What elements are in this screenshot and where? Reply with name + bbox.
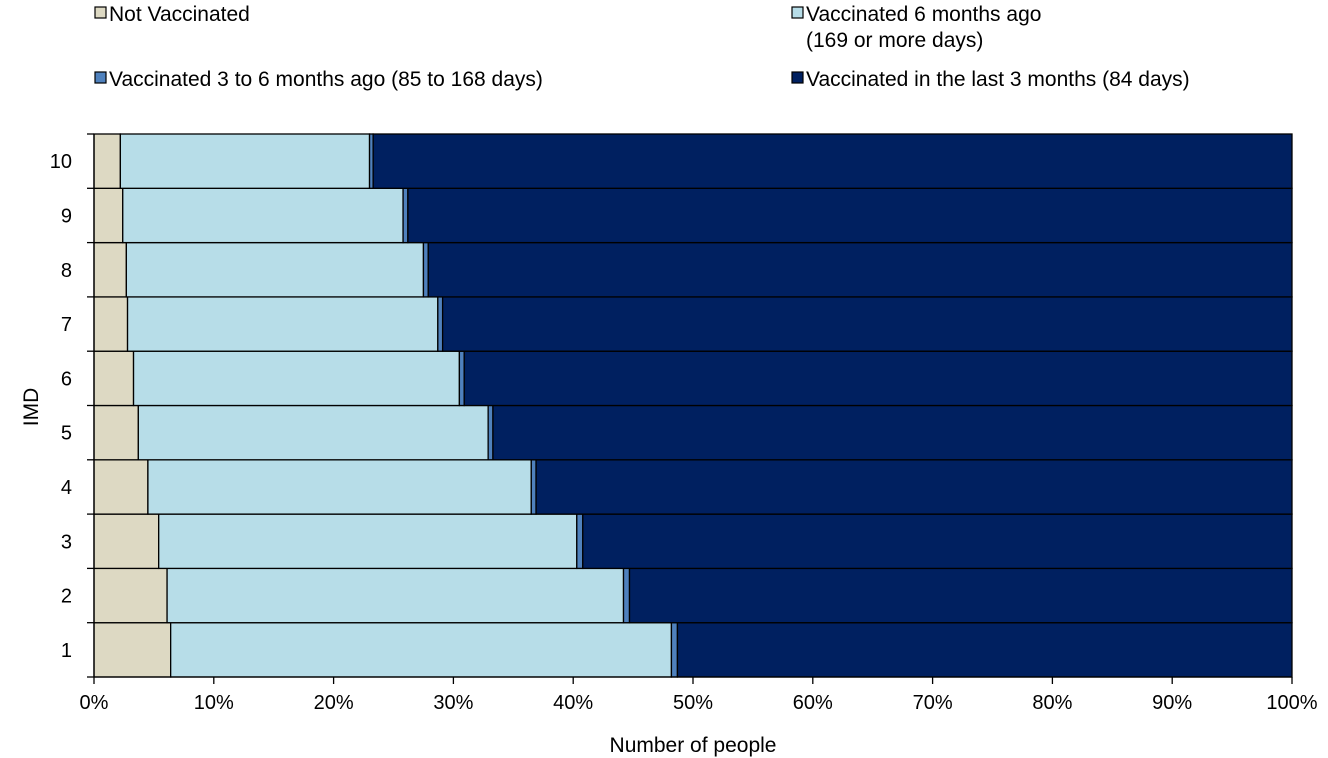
bar-segment-imd-8-series-1 <box>93 241 127 298</box>
legend-item-1: Not Vaccinated <box>94 3 250 26</box>
bar-segment-imd-2-series-1 <box>93 567 168 624</box>
x-tick-label: 70% <box>913 692 953 714</box>
legend-item-3: Vaccinated 3 to 6 months ago (85 to 168 … <box>94 68 543 91</box>
y-tick-label: 3 <box>61 531 72 553</box>
bar-segment-imd-10-series-1 <box>93 133 122 189</box>
legend-item-4: Vaccinated in the last 3 months (84 days… <box>791 68 1190 91</box>
bar-segment-imd-9-series-2 <box>122 187 404 244</box>
legend-swatch <box>94 71 107 84</box>
y-tick-label: 9 <box>61 205 72 227</box>
legend-label: Vaccinated in the last 3 months (84 days… <box>806 68 1190 91</box>
y-tick-label: 10 <box>50 151 72 173</box>
y-tick-label: 1 <box>61 640 72 662</box>
y-tick-label: 6 <box>61 368 72 390</box>
x-axis-title: Number of people <box>610 734 777 757</box>
y-axis-title: IMD <box>20 388 43 427</box>
x-tick-label: 60% <box>793 692 833 714</box>
x-tick-label: 20% <box>314 692 354 714</box>
bar-segment-imd-8-series-4 <box>427 241 1293 298</box>
bar-segment-imd-5-series-2 <box>137 404 489 461</box>
x-tick-label: 100% <box>1266 692 1317 714</box>
bar-segment-imd-7-series-4 <box>441 296 1293 352</box>
x-tick-label: 90% <box>1152 692 1192 714</box>
bar-segment-imd-7-series-1 <box>93 296 129 352</box>
bar-segment-imd-5-series-3 <box>487 404 494 461</box>
bar-segment-imd-7-series-3 <box>437 296 444 352</box>
bar-segment-imd-4-series-4 <box>535 459 1293 515</box>
x-tick-label: 30% <box>433 692 473 714</box>
x-tick-label: 0% <box>80 692 109 714</box>
legend-label: Vaccinated 3 to 6 months ago (85 to 168 … <box>109 68 543 91</box>
bar-segment-imd-9-series-4 <box>407 187 1293 244</box>
bar-segment-imd-8-series-3 <box>422 241 429 298</box>
x-tick-label: 80% <box>1032 692 1072 714</box>
legend-label: (169 or more days) <box>806 29 983 52</box>
bar-segment-imd-1-series-2 <box>170 622 673 678</box>
bar-segment-imd-2-series-3 <box>622 567 631 624</box>
legend-swatch <box>94 6 107 19</box>
bar-segment-imd-8-series-2 <box>125 241 425 298</box>
legend-swatch <box>791 71 804 84</box>
x-tick-label: 10% <box>194 692 234 714</box>
bar-segment-imd-2-series-4 <box>628 567 1293 624</box>
bar-segment-imd-6-series-2 <box>132 350 461 407</box>
x-tick-label: 40% <box>553 692 593 714</box>
legend-item-2: Vaccinated 6 months ago (169 or more days… <box>791 3 1041 52</box>
y-tick-label: 5 <box>61 423 72 445</box>
bar-segment-imd-4-series-3 <box>530 459 537 515</box>
y-tick-label: 7 <box>61 314 72 336</box>
legend-label: Vaccinated 6 months ago <box>806 3 1041 26</box>
y-tick-label: 8 <box>61 260 72 282</box>
y-tick-label: 2 <box>61 586 72 608</box>
bar-segment-imd-7-series-2 <box>126 296 439 352</box>
bar-segment-imd-6-series-3 <box>458 350 465 407</box>
bar-segment-imd-3-series-1 <box>93 513 160 570</box>
bar-segment-imd-4-series-1 <box>93 459 149 515</box>
y-tick-label: 4 <box>61 477 72 499</box>
bar-segment-imd-1-series-3 <box>670 622 679 678</box>
bar-segment-imd-3-series-3 <box>576 513 584 570</box>
bar-segment-imd-3-series-2 <box>158 513 578 570</box>
bar-segment-imd-10-series-2 <box>119 133 371 189</box>
bar-segment-imd-6-series-4 <box>463 350 1293 407</box>
bar-segment-imd-6-series-1 <box>93 350 135 407</box>
bar-segment-imd-5-series-1 <box>93 404 139 461</box>
bar-segment-imd-1-series-4 <box>676 622 1293 678</box>
legend-label: Not Vaccinated <box>109 3 250 26</box>
legend: Not Vaccinated Vaccinated 6 months ago (16… <box>94 3 1190 91</box>
plot-area <box>93 133 1293 678</box>
bar-segment-imd-5-series-4 <box>492 404 1293 461</box>
bar-segment-imd-10-series-4 <box>372 133 1293 189</box>
bar-segment-imd-1-series-1 <box>93 622 172 678</box>
bar-segment-imd-3-series-4 <box>582 513 1293 570</box>
x-tick-label: 50% <box>673 692 713 714</box>
bar-segment-imd-4-series-2 <box>147 459 532 515</box>
bar-segment-imd-2-series-2 <box>166 567 625 624</box>
legend-swatch <box>791 6 804 19</box>
bar-segment-imd-9-series-3 <box>402 187 409 244</box>
bar-segment-imd-9-series-1 <box>93 187 124 244</box>
